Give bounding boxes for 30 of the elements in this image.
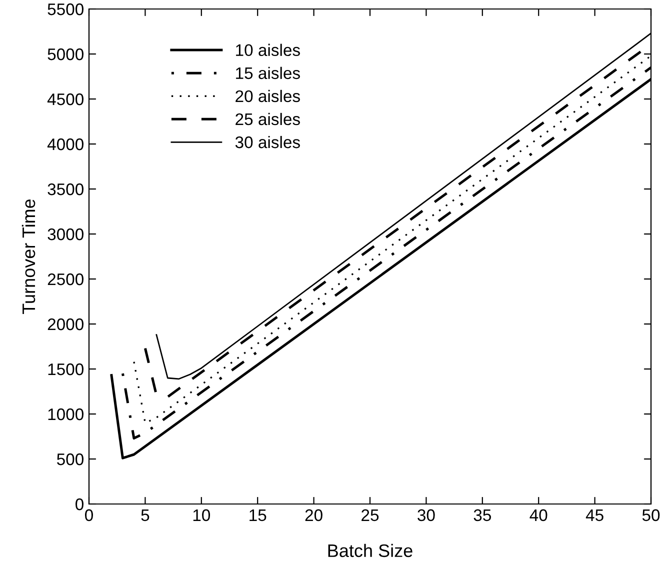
legend-label: 20 aisles — [236, 90, 300, 102]
x-tick-label: 0 — [85, 509, 93, 522]
legend-label: 15 aisles — [236, 66, 300, 80]
y-tick-label: 2000 — [48, 318, 84, 330]
y-tick-label: 4000 — [47, 138, 84, 150]
legend-label: 25 aisles — [236, 112, 300, 126]
x-tick-label: 50 — [642, 509, 660, 522]
x-tick-label: 40 — [530, 509, 548, 522]
y-tick-label: 1500 — [48, 363, 84, 376]
y-tick-label: 5500 — [48, 3, 84, 16]
legend-label: 10 aisles — [236, 44, 300, 56]
x-tick-label: 5 — [141, 509, 150, 522]
y-tick-label: 500 — [57, 453, 84, 466]
x-tick-label: 20 — [305, 509, 322, 522]
x-tick-label: 15 — [250, 509, 266, 522]
y-tick-label: 3000 — [48, 228, 84, 240]
y-tick-label: 1000 — [48, 408, 84, 420]
y-tick-label: 2500 — [48, 273, 84, 286]
x-tick-label: 25 — [362, 509, 379, 522]
x-tick-label: 30 — [418, 509, 435, 522]
y-axis-title: Turnover Time — [22, 199, 36, 314]
x-tick-label: 10 — [193, 509, 210, 522]
x-axis-title: Batch Size — [328, 544, 412, 558]
x-tick-label: 45 — [586, 509, 604, 522]
x-tick-label: 35 — [474, 509, 491, 522]
legend-label: 30 aisles — [235, 136, 300, 148]
y-tick-label: 5000 — [48, 48, 84, 60]
y-tick-label: 4500 — [47, 93, 84, 106]
y-tick-label: 3500 — [48, 183, 84, 196]
y-tick-label: 0 — [76, 498, 84, 510]
